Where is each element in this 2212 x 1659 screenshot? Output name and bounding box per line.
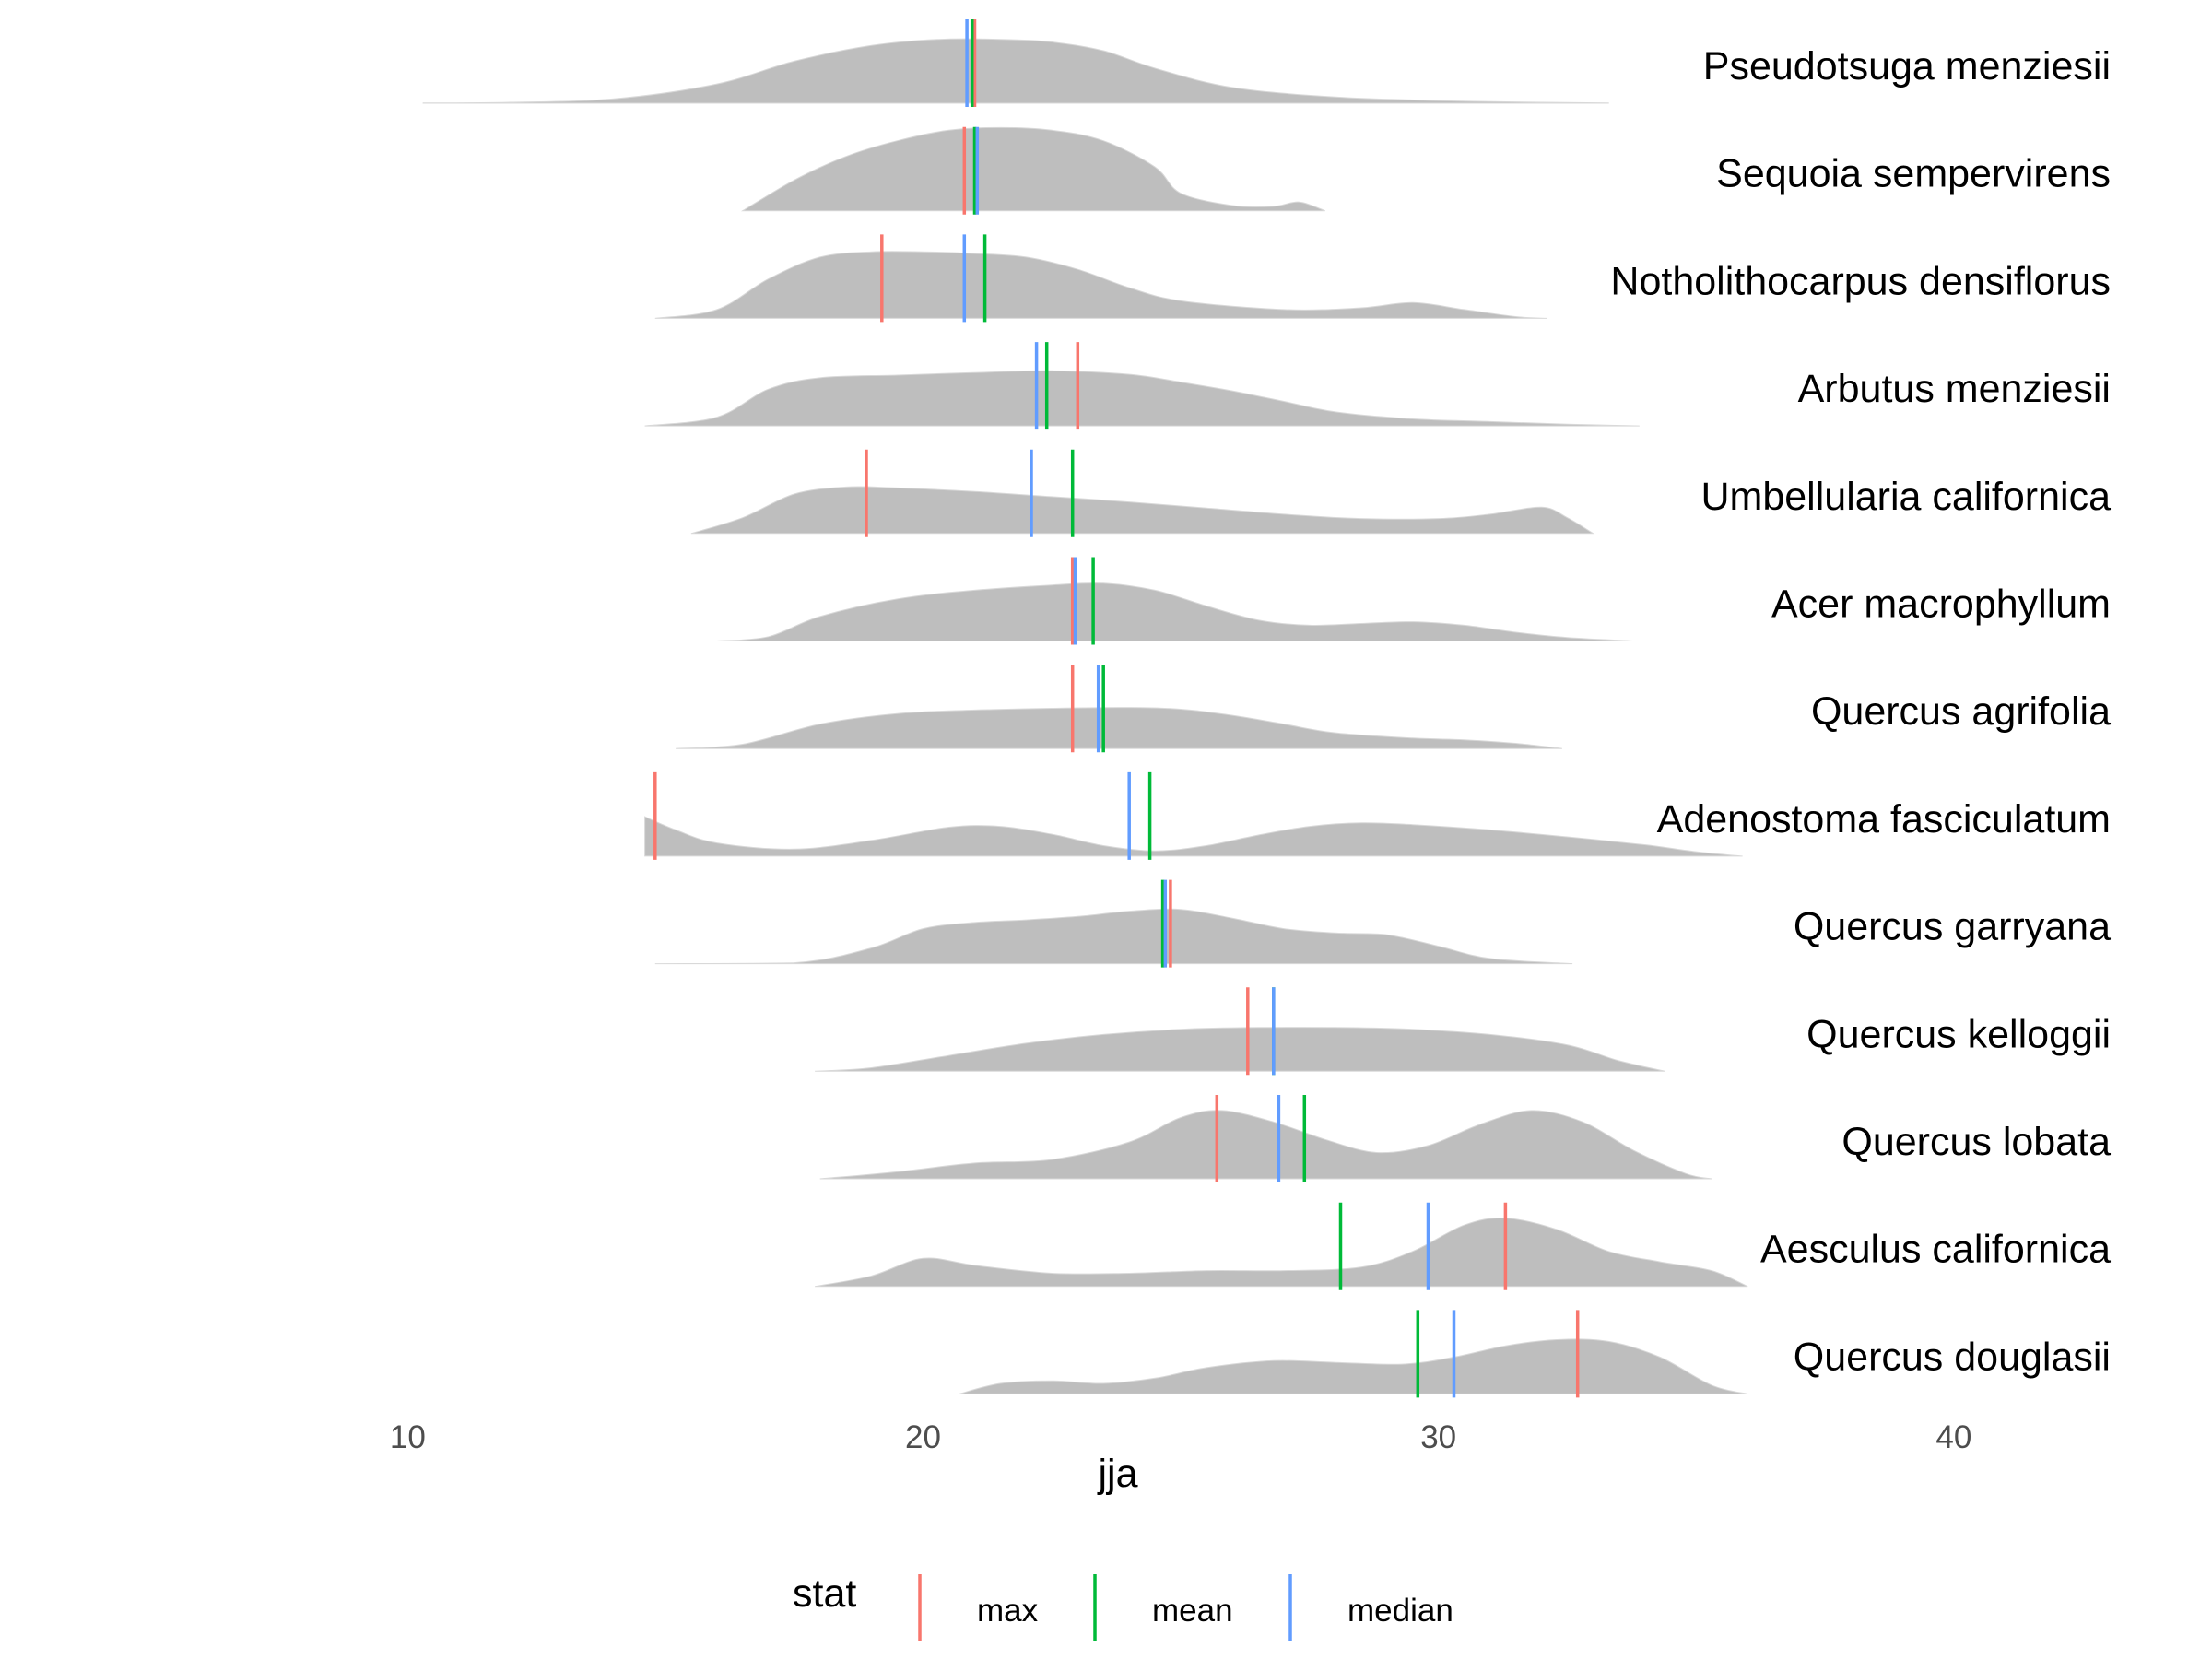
legend: stat max mean median	[793, 1571, 1453, 1641]
x-tick-label: 20	[905, 1419, 941, 1455]
species-label: Quercus agrifolia	[1811, 689, 2111, 734]
species-label: Quercus kelloggii	[1806, 1012, 2111, 1056]
density-acer-macrophyllum	[716, 582, 1635, 641]
density-quercus-garryana	[654, 908, 1573, 965]
x-axis-title: jja	[1096, 1452, 1137, 1496]
ridge-notholithocarpus-densiflorus: Notholithocarpus densiflorus	[654, 234, 2111, 323]
density-quercus-agrifolia	[676, 707, 1562, 749]
ridge-acer-macrophyllum: Acer macrophyllum	[716, 557, 2111, 645]
density-quercus-lobata	[819, 1110, 1712, 1180]
ridge-quercus-douglasii: Quercus douglasii	[959, 1310, 2111, 1398]
x-axis: 10 20 30 40	[390, 1419, 1971, 1455]
species-label: Quercus garryana	[1794, 905, 2111, 949]
density-sequoia-sempervirens	[740, 126, 1325, 212]
density-notholithocarpus-densiflorus	[654, 251, 1547, 319]
ridge-umbellularia-californica: Umbellularia californica	[690, 449, 2111, 537]
x-tick-label: 30	[1420, 1419, 1456, 1455]
ridge-pseudotsuga-menziesii: Pseudotsuga menziesii	[422, 19, 2111, 107]
species-label: Acer macrophyllum	[1771, 582, 2111, 627]
ridge-quercus-agrifolia: Quercus agrifolia	[676, 665, 2111, 753]
ridge-quercus-garryana: Quercus garryana	[654, 879, 2111, 968]
species-label: Sequoia sempervirens	[1716, 152, 2111, 196]
legend-label-mean: mean	[1152, 1593, 1233, 1629]
ridge-quercus-lobata: Quercus lobata	[819, 1095, 2111, 1182]
ridge-arbutus-menziesii: Arbutus menziesii	[644, 342, 2111, 430]
density-umbellularia-californica	[690, 486, 1595, 535]
species-label: Aesculus californica	[1760, 1228, 2111, 1272]
density-quercus-douglasii	[959, 1338, 1748, 1394]
species-label: Umbellularia californica	[1700, 475, 2111, 519]
legend-title: stat	[793, 1571, 856, 1616]
species-label: Quercus lobata	[1841, 1120, 2111, 1164]
legend-label-median: median	[1347, 1593, 1453, 1629]
ridges: Pseudotsuga menziesii Sequoia semperviren…	[422, 19, 2111, 1398]
species-label: Notholithocarpus densiflorus	[1610, 259, 2111, 303]
species-label: Adenostoma fasciculatum	[1657, 797, 2111, 841]
density-aesculus-californica	[815, 1217, 1748, 1288]
density-pseudotsuga-menziesii	[422, 38, 1609, 104]
ridge-quercus-kelloggii: Quercus kelloggii	[815, 987, 2111, 1076]
density-adenostoma-fasciculatum	[644, 816, 1743, 857]
ridge-sequoia-sempervirens: Sequoia sempervirens	[740, 126, 2111, 215]
species-label: Quercus douglasii	[1794, 1335, 2111, 1379]
ridge-aesculus-californica: Aesculus californica	[815, 1202, 2111, 1290]
density-arbutus-menziesii	[644, 370, 1640, 427]
species-label: Arbutus menziesii	[1798, 367, 2111, 411]
density-quercus-kelloggii	[815, 1027, 1665, 1072]
species-label: Pseudotsuga menziesii	[1703, 44, 2111, 88]
legend-label-max: max	[977, 1593, 1039, 1629]
ridge-adenostoma-fasciculatum: Adenostoma fasciculatum	[644, 771, 2111, 860]
x-tick-label: 10	[390, 1419, 426, 1455]
x-tick-label: 40	[1936, 1419, 1971, 1455]
